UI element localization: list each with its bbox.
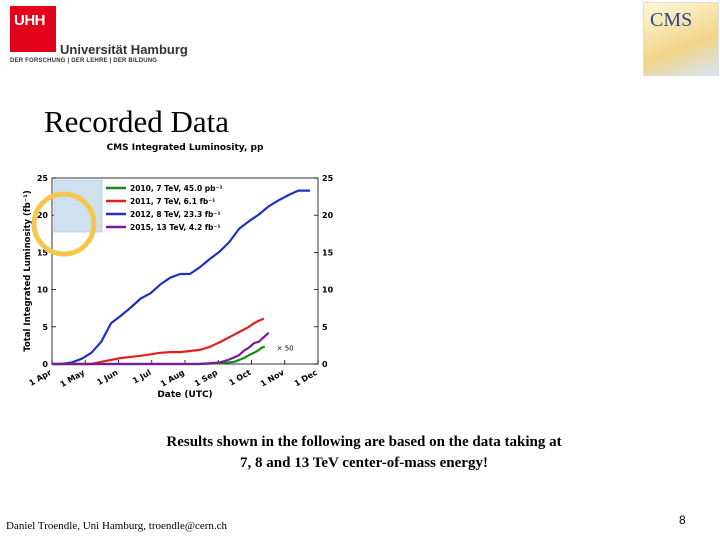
y-tick-label-left-2: 10 xyxy=(37,286,49,295)
y-tick-label-left-4: 20 xyxy=(37,211,49,220)
university-logo: UHH Universität Hamburg DER FORSCHUNG | … xyxy=(8,4,188,70)
series-line-1 xyxy=(52,317,265,366)
series-line-0 xyxy=(52,345,266,366)
y-tick-label-right-0: 0 xyxy=(322,360,328,369)
caption-line-2: 7, 8 and 13 TeV center-of-mass energy! xyxy=(240,455,488,471)
caption-line-1: Results shown in the following are based… xyxy=(166,434,562,450)
x-tick-label-4: 1 Aug xyxy=(159,368,186,389)
x-tick-label-5: 1 Sep xyxy=(193,368,220,389)
x-tick-label-6: 1 Oct xyxy=(227,368,252,388)
x-tick-label-7: 1 Nov xyxy=(259,368,286,389)
y-tick-label-left-1: 5 xyxy=(42,323,48,332)
uhh-logo-mark: UHH xyxy=(10,6,56,52)
legend-label-0: 2010, 7 TeV, 45.0 pb⁻¹ xyxy=(130,184,223,193)
x-tick-label-0: 1 Apr xyxy=(28,368,54,388)
x-tick-label-2: 1 Jun xyxy=(95,368,119,387)
x-tick-label-8: 1 Dec xyxy=(293,368,320,389)
series-line-2 xyxy=(52,189,311,366)
y-tick-label-left-0: 0 xyxy=(42,360,48,369)
cms-logo: CMS xyxy=(643,2,719,76)
y-tick-label-right-5: 25 xyxy=(322,174,334,183)
university-name: Universität Hamburg xyxy=(60,42,188,57)
footer-author: Daniel Troendle, Uni Hamburg, troendle@c… xyxy=(6,520,228,532)
legend-label-3: 2015, 13 TeV, 4.2 fb⁻¹ xyxy=(130,223,221,232)
university-tagline: DER FORSCHUNG | DER LEHRE | DER BILDUNG xyxy=(10,58,158,64)
legend-label-2: 2012, 8 TeV, 23.3 fb⁻¹ xyxy=(130,210,221,219)
legend-label-1: 2011, 7 TeV, 6.1 fb⁻¹ xyxy=(130,197,215,206)
y-tick-label-left-5: 25 xyxy=(37,174,49,183)
y-tick-label-right-2: 10 xyxy=(322,286,334,295)
legend-cms-emblem-ring xyxy=(31,191,97,257)
slide-title: Recorded Data xyxy=(44,104,230,139)
slide-caption: Results shown in the following are based… xyxy=(100,432,628,474)
y-axis-label: Total Integrated Luminosity (fb⁻¹) xyxy=(23,190,33,352)
x-tick-label-1: 1 May xyxy=(59,368,87,390)
x-tick-label-3: 1 Jul xyxy=(131,368,153,386)
y-tick-label-right-1: 5 xyxy=(322,323,328,332)
series-line-3 xyxy=(52,331,270,366)
y-tick-label-right-4: 20 xyxy=(322,211,334,220)
luminosity-chart: CMS Integrated Luminosity, pp 0 0 5 5 10 10 15 1… xyxy=(23,143,334,400)
chart-annotation: × 50 xyxy=(277,345,294,353)
chart-title: CMS Integrated Luminosity, pp xyxy=(107,143,264,153)
y-tick-label-right-3: 15 xyxy=(322,248,334,257)
cms-logo-text: CMS xyxy=(650,9,693,31)
y-tick-label-left-3: 15 xyxy=(37,248,49,257)
x-axis-label: Date (UTC) xyxy=(157,390,212,400)
uhh-mark-text: UHH xyxy=(14,12,46,29)
page-number: 8 xyxy=(679,513,686,527)
